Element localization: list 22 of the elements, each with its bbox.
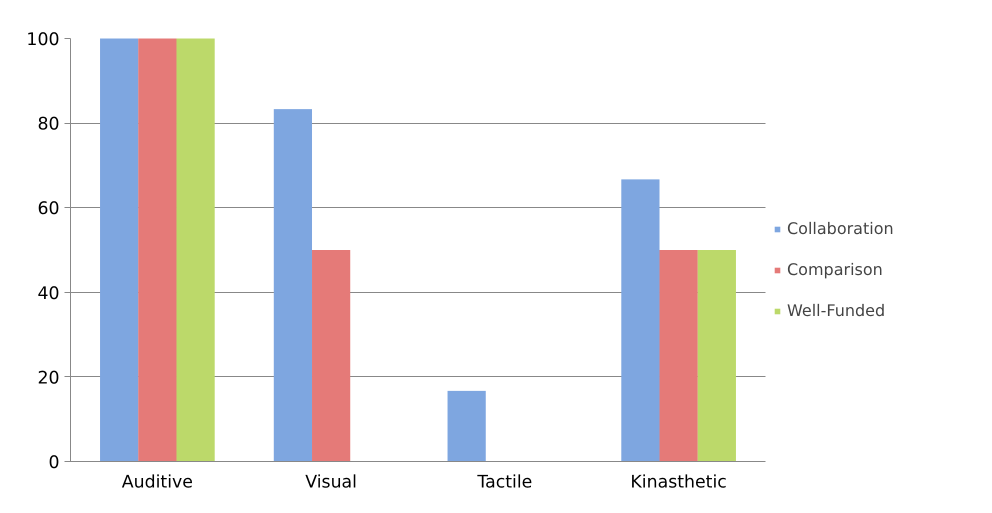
y-tick-label: 0 xyxy=(48,453,60,473)
y-tick-label: 20 xyxy=(37,368,60,388)
y-tick-label: 100 xyxy=(26,30,60,50)
legend-label: Well-Funded xyxy=(787,301,886,320)
bar xyxy=(312,250,350,462)
bar xyxy=(176,38,215,462)
x-tick-label: Auditive xyxy=(122,472,193,492)
bar xyxy=(448,390,486,462)
legend-label: Collaboration xyxy=(787,219,894,238)
x-tick-label: Tactile xyxy=(476,472,532,492)
y-tick-label: 40 xyxy=(37,284,60,304)
y-tick-label: 80 xyxy=(37,114,60,135)
bar xyxy=(660,250,698,462)
bar xyxy=(100,38,138,462)
bar xyxy=(274,109,312,462)
bar xyxy=(138,38,176,462)
x-tick-label: Visual xyxy=(305,472,357,492)
legend-label: Comparison xyxy=(787,260,883,279)
y-tick-label: 60 xyxy=(37,199,60,220)
bar xyxy=(698,250,736,462)
x-tick-label: Kinasthetic xyxy=(630,472,727,492)
bar xyxy=(621,179,660,462)
